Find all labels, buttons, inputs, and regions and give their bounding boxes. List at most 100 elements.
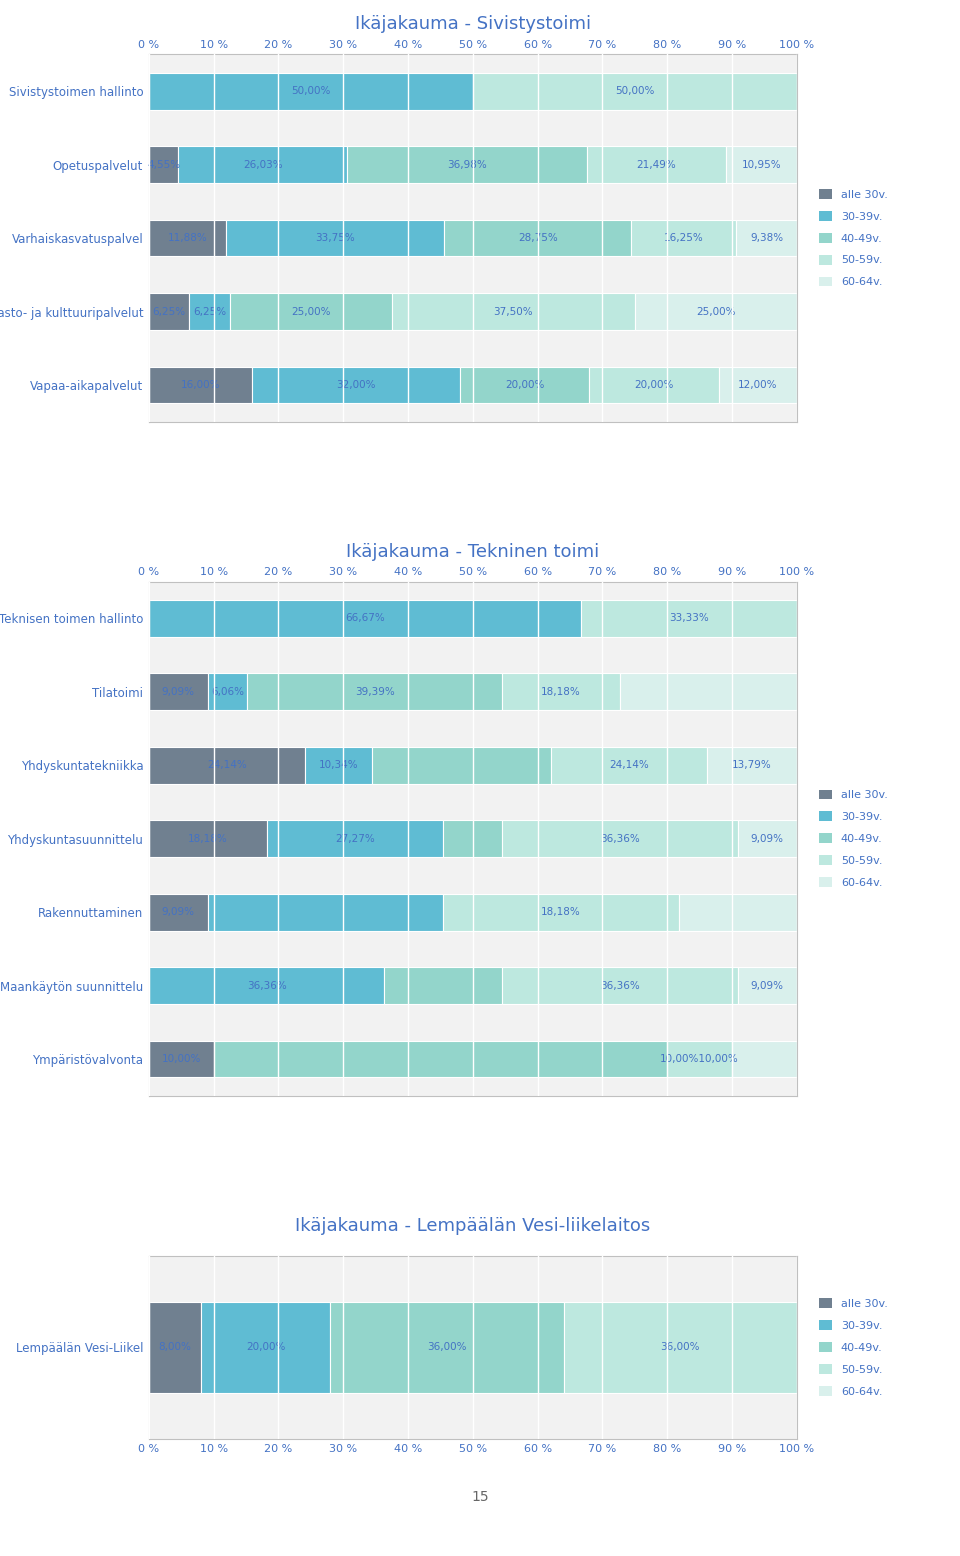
Text: 20,00%: 20,00% (505, 380, 544, 391)
Text: 36,36%: 36,36% (247, 980, 286, 991)
Title: Ikäjakauma - Tekninen toimi: Ikäjakauma - Tekninen toimi (347, 543, 599, 560)
Bar (149, 146, 179, 184)
Text: 33,33%: 33,33% (669, 613, 708, 624)
Bar (551, 747, 708, 784)
Bar (201, 1301, 330, 1393)
Text: 6,25%: 6,25% (193, 307, 227, 316)
Bar (149, 601, 581, 636)
Bar (149, 968, 384, 1004)
Bar (149, 1041, 214, 1077)
Bar (149, 893, 207, 930)
Text: 39,39%: 39,39% (355, 686, 395, 697)
Text: 18,18%: 18,18% (541, 907, 581, 916)
Text: 11,88%: 11,88% (167, 233, 207, 243)
Text: 18,18%: 18,18% (188, 834, 228, 843)
Bar (620, 674, 797, 710)
Bar (149, 219, 226, 257)
Text: 9,09%: 9,09% (751, 834, 783, 843)
Text: 10,95%: 10,95% (741, 160, 781, 170)
Text: 4,55%: 4,55% (147, 160, 180, 170)
Bar (214, 1041, 667, 1077)
Bar (587, 146, 726, 184)
Bar (631, 219, 736, 257)
Bar (149, 1301, 201, 1393)
Bar (149, 367, 252, 403)
Bar (444, 893, 679, 930)
Bar (719, 367, 797, 403)
Bar (708, 747, 797, 784)
Text: 36,98%: 36,98% (447, 160, 487, 170)
Title: Ikäjakauma - Lempäälän Vesi-liikelaitos: Ikäjakauma - Lempäälän Vesi-liikelaitos (295, 1217, 651, 1234)
Text: 18,18%: 18,18% (541, 686, 581, 697)
Bar (589, 367, 719, 403)
Text: 27,27%: 27,27% (335, 834, 374, 843)
Bar (149, 293, 189, 330)
Bar (252, 367, 460, 403)
Bar (330, 1301, 564, 1393)
Text: 36,00%: 36,00% (427, 1343, 467, 1352)
Text: 24,14%: 24,14% (207, 761, 247, 770)
Text: 21,49%: 21,49% (636, 160, 676, 170)
Text: 36,00%: 36,00% (660, 1343, 700, 1352)
Text: 25,00%: 25,00% (696, 307, 735, 316)
Bar (179, 146, 347, 184)
Text: 6,06%: 6,06% (211, 686, 244, 697)
Text: 9,09%: 9,09% (161, 686, 195, 697)
Text: 33,75%: 33,75% (315, 233, 355, 243)
Bar (667, 1041, 732, 1077)
Text: 10,00%10,00%: 10,00%10,00% (660, 1053, 739, 1064)
Bar (305, 747, 372, 784)
Bar (581, 601, 797, 636)
Text: 9,09%: 9,09% (161, 907, 195, 916)
Bar (564, 1301, 797, 1393)
Text: 50,00%: 50,00% (615, 86, 655, 96)
Bar (502, 674, 620, 710)
Bar (384, 968, 502, 1004)
Bar (149, 747, 305, 784)
Text: 15: 15 (471, 1491, 489, 1503)
Title: Ikäjakauma - Sivistystoimi: Ikäjakauma - Sivistystoimi (355, 16, 590, 34)
Bar (472, 73, 797, 109)
Text: 10,00%: 10,00% (161, 1053, 201, 1064)
Bar (444, 219, 631, 257)
Bar (732, 1041, 797, 1077)
Bar (372, 747, 551, 784)
Bar (347, 146, 587, 184)
Bar (392, 293, 635, 330)
Bar (149, 674, 207, 710)
Text: 16,25%: 16,25% (663, 233, 704, 243)
Bar (267, 820, 444, 857)
Bar (149, 73, 472, 109)
Bar (247, 674, 502, 710)
Bar (149, 820, 267, 857)
Bar (229, 293, 392, 330)
Text: 20,00%: 20,00% (246, 1343, 285, 1352)
Bar (189, 293, 229, 330)
Text: 28,75%: 28,75% (517, 233, 558, 243)
Text: 9,38%: 9,38% (750, 233, 783, 243)
Text: 10,34%: 10,34% (319, 761, 358, 770)
Text: 8,00%: 8,00% (158, 1343, 191, 1352)
Bar (738, 968, 797, 1004)
Text: 20,00%: 20,00% (635, 380, 674, 391)
Text: 66,67%: 66,67% (345, 613, 385, 624)
Bar (207, 674, 247, 710)
Text: 36,36%: 36,36% (600, 980, 640, 991)
Text: 36,36%: 36,36% (600, 834, 640, 843)
Text: 32,00%: 32,00% (336, 380, 376, 391)
Text: 26,03%: 26,03% (243, 160, 282, 170)
Bar (726, 146, 797, 184)
Text: 50,00%: 50,00% (291, 86, 330, 96)
Text: 9,09%: 9,09% (751, 980, 783, 991)
Text: 37,50%: 37,50% (493, 307, 533, 316)
Legend: alle 30v., 30-39v., 40-49v., 50-59v., 60-64v.: alle 30v., 30-39v., 40-49v., 50-59v., 60… (815, 786, 891, 892)
Bar (738, 820, 797, 857)
Bar (460, 367, 589, 403)
Bar (502, 968, 738, 1004)
Bar (635, 293, 797, 330)
Text: 16,00%: 16,00% (180, 380, 221, 391)
Bar (226, 219, 444, 257)
Text: 6,25%: 6,25% (153, 307, 185, 316)
Text: 12,00%: 12,00% (738, 380, 778, 391)
Legend: alle 30v., 30-39v., 40-49v., 50-59v., 60-64v.: alle 30v., 30-39v., 40-49v., 50-59v., 60… (815, 1295, 891, 1400)
